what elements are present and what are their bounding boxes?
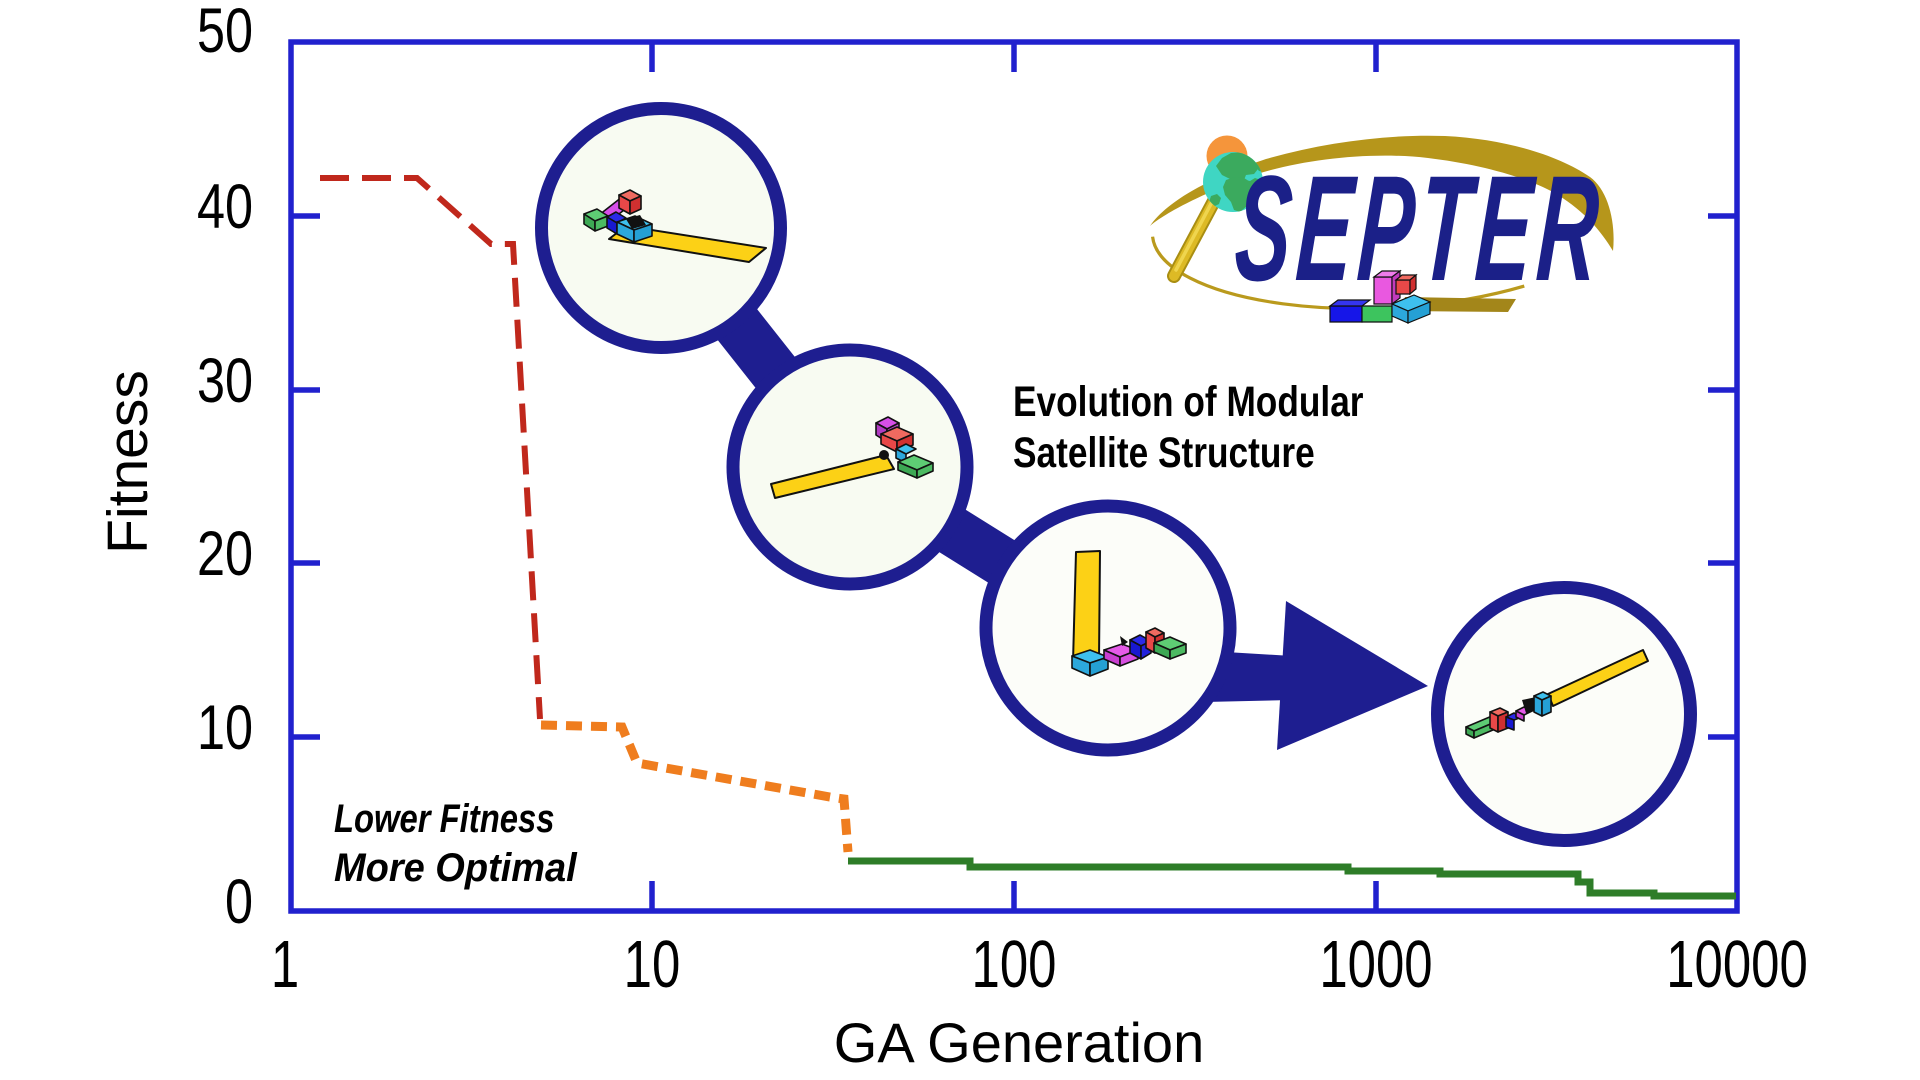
svg-text:Evolution of Modular: Evolution of Modular xyxy=(1013,378,1364,426)
svg-text:100: 100 xyxy=(972,926,1057,1001)
svg-text:More Optimal: More Optimal xyxy=(334,846,578,890)
svg-text:0: 0 xyxy=(225,867,253,938)
svg-text:10: 10 xyxy=(624,926,681,1001)
svg-text:1000: 1000 xyxy=(1319,926,1432,1001)
svg-text:10: 10 xyxy=(197,693,253,764)
svg-text:Satellite Structure: Satellite Structure xyxy=(1013,429,1315,477)
svg-text:Fitness: Fitness xyxy=(96,370,160,554)
svg-text:SEPTER: SEPTER xyxy=(1231,144,1608,312)
svg-text:40: 40 xyxy=(197,172,253,243)
svg-text:50: 50 xyxy=(197,0,253,66)
svg-text:20: 20 xyxy=(197,519,253,590)
svg-text:10000: 10000 xyxy=(1666,926,1808,1001)
svg-text:Lower Fitness: Lower Fitness xyxy=(334,796,554,841)
svg-text:1: 1 xyxy=(271,926,299,1001)
svg-text:30: 30 xyxy=(197,346,253,417)
svg-text:GA Generation: GA Generation xyxy=(834,1011,1204,1074)
